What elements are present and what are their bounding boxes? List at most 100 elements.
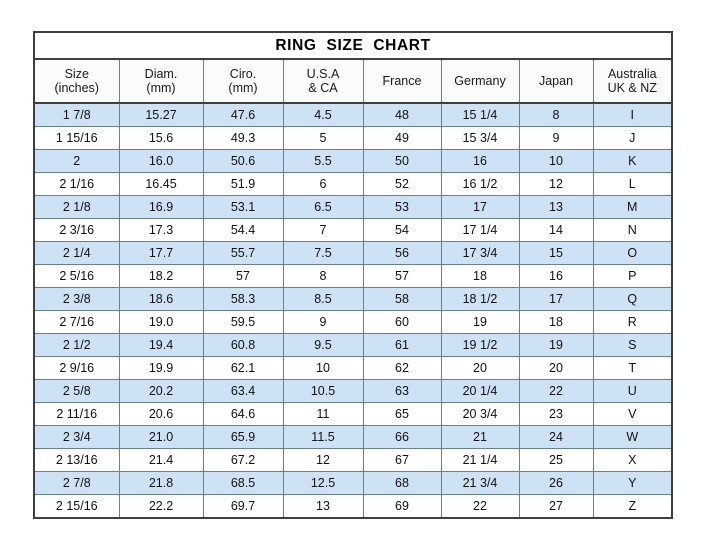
cell-aus: U — [592, 379, 672, 403]
column-header-aus: Australia UK & NZ — [592, 59, 672, 104]
cell-usa: 11.5 — [282, 425, 364, 449]
column-header-circ: Ciro. (mm) — [202, 59, 284, 104]
cell-aus: L — [592, 172, 672, 196]
cell-diam: 21.0 — [118, 425, 204, 449]
cell-usa: 6 — [282, 172, 364, 196]
table-row: 2 3/8 18.6 58.3 8.5 58 18 1/2 17 Q — [35, 287, 672, 311]
cell-japan: 22 — [518, 379, 594, 403]
column-header-france: France — [362, 59, 442, 104]
cell-aus: J — [592, 126, 672, 150]
cell-usa: 9 — [282, 310, 364, 334]
table-row: 2 9/16 19.9 62.1 10 62 20 20 T — [35, 356, 672, 380]
cell-circ: 50.6 — [202, 149, 284, 173]
cell-diam: 22.2 — [118, 494, 204, 517]
table-row: 2 5/16 18.2 57 8 57 18 16 P — [35, 264, 672, 288]
cell-size: 1 15/16 — [35, 126, 120, 150]
cell-diam: 17.7 — [118, 241, 204, 265]
cell-germany: 15 3/4 — [440, 126, 520, 150]
cell-france: 69 — [362, 494, 442, 517]
cell-japan: 8 — [518, 102, 594, 127]
column-header-line1: Germany — [454, 74, 506, 88]
cell-diam: 19.9 — [118, 356, 204, 380]
cell-circ: 54.4 — [202, 218, 284, 242]
cell-aus: M — [592, 195, 672, 219]
cell-circ: 69.7 — [202, 494, 284, 517]
column-header-japan: Japan — [518, 59, 594, 104]
cell-germany: 19 — [440, 310, 520, 334]
cell-circ: 62.1 — [202, 356, 284, 380]
column-header-size: Size (inches) — [35, 59, 120, 104]
table-row: 2 7/8 21.8 68.5 12.5 68 21 3/4 26 Y — [35, 471, 672, 495]
title-word: CHART — [373, 36, 431, 54]
table-row: 2 1/16 16.45 51.9 6 52 16 1/2 12 L — [35, 172, 672, 196]
column-header-line2: & CA — [308, 81, 338, 95]
table-row: 2 13/16 21.4 67.2 12 67 21 1/4 25 X — [35, 448, 672, 472]
cell-circ: 47.6 — [202, 102, 284, 127]
cell-france: 65 — [362, 402, 442, 426]
ring-size-table: RING SIZE CHART Size (inches) Diam. (mm) Ciro.… — [35, 33, 672, 517]
cell-france: 66 — [362, 425, 442, 449]
cell-aus: Q — [592, 287, 672, 311]
cell-size: 2 3/16 — [35, 218, 120, 242]
cell-germany: 16 1/2 — [440, 172, 520, 196]
cell-aus: I — [592, 102, 672, 127]
table-row: 2 3/4 21.0 65.9 11.5 66 21 24 W — [35, 425, 672, 449]
cell-size: 2 1/16 — [35, 172, 120, 196]
cell-circ: 53.1 — [202, 195, 284, 219]
cell-japan: 23 — [518, 402, 594, 426]
cell-germany: 16 — [440, 149, 520, 173]
cell-usa: 13 — [282, 494, 364, 517]
cell-usa: 12.5 — [282, 471, 364, 495]
table-row: 2 3/16 17.3 54.4 7 54 17 1/4 14 N — [35, 218, 672, 242]
cell-size: 2 1/8 — [35, 195, 120, 219]
cell-france: 61 — [362, 333, 442, 357]
title-word: RING — [275, 36, 317, 54]
cell-aus: P — [592, 264, 672, 288]
cell-diam: 16.0 — [118, 149, 204, 173]
cell-france: 60 — [362, 310, 442, 334]
cell-size: 2 5/8 — [35, 379, 120, 403]
cell-size: 2 9/16 — [35, 356, 120, 380]
cell-germany: 21 1/4 — [440, 448, 520, 472]
cell-germany: 22 — [440, 494, 520, 517]
cell-diam: 21.4 — [118, 448, 204, 472]
cell-circ: 57 — [202, 264, 284, 288]
cell-usa: 12 — [282, 448, 364, 472]
cell-france: 67 — [362, 448, 442, 472]
column-header-line1: France — [382, 74, 422, 88]
cell-diam: 18.6 — [118, 287, 204, 311]
chart-title-row: RING SIZE CHART — [35, 33, 672, 60]
cell-japan: 26 — [518, 471, 594, 495]
cell-aus: X — [592, 448, 672, 472]
cell-usa: 4.5 — [282, 102, 364, 127]
cell-size: 2 3/4 — [35, 425, 120, 449]
cell-germany: 20 3/4 — [440, 402, 520, 426]
cell-size: 2 7/8 — [35, 471, 120, 495]
cell-size: 2 — [35, 149, 120, 173]
column-header-line2: (mm) — [146, 81, 176, 95]
cell-usa: 10.5 — [282, 379, 364, 403]
cell-japan: 13 — [518, 195, 594, 219]
cell-aus: V — [592, 402, 672, 426]
cell-aus: W — [592, 425, 672, 449]
table-row: 2 7/16 19.0 59.5 9 60 19 18 R — [35, 310, 672, 334]
cell-france: 63 — [362, 379, 442, 403]
cell-france: 48 — [362, 102, 442, 127]
cell-usa: 7.5 — [282, 241, 364, 265]
cell-diam: 16.45 — [118, 172, 204, 196]
cell-germany: 15 1/4 — [440, 102, 520, 127]
column-header-line2: (inches) — [54, 81, 99, 95]
title-word: SIZE — [326, 36, 364, 54]
column-header-line1: U.S.A — [306, 67, 340, 81]
cell-circ: 63.4 — [202, 379, 284, 403]
cell-aus: N — [592, 218, 672, 242]
column-header-diam: Diam. (mm) — [118, 59, 204, 104]
cell-france: 58 — [362, 287, 442, 311]
column-header-line1: Diam. — [144, 67, 178, 81]
table-row: 2 16.0 50.6 5.5 50 16 10 K — [35, 149, 672, 173]
cell-diam: 20.6 — [118, 402, 204, 426]
column-header-line1: Size — [64, 67, 89, 81]
cell-circ: 59.5 — [202, 310, 284, 334]
cell-diam: 19.0 — [118, 310, 204, 334]
cell-diam: 17.3 — [118, 218, 204, 242]
